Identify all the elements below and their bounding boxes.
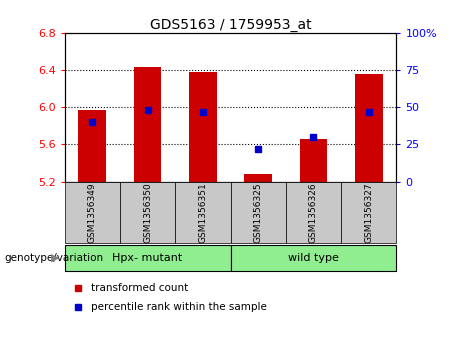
Bar (78, 110, 106, 182)
Text: GSM1356325: GSM1356325 (254, 182, 263, 243)
Bar (230, 182, 286, 243)
Text: GSM1356349: GSM1356349 (88, 182, 97, 243)
Text: GSM1356351: GSM1356351 (198, 182, 207, 243)
Bar (244, 174, 272, 182)
Text: wild type: wild type (288, 253, 339, 263)
Text: transformed count: transformed count (91, 283, 189, 293)
FancyBboxPatch shape (230, 245, 396, 271)
Bar (300, 139, 327, 182)
Text: GSM1356350: GSM1356350 (143, 182, 152, 243)
FancyBboxPatch shape (65, 245, 230, 271)
Bar (189, 72, 217, 182)
Bar (120, 182, 175, 243)
Text: GSM1356326: GSM1356326 (309, 182, 318, 243)
Bar (65, 182, 120, 243)
Text: GDS5163 / 1759953_at: GDS5163 / 1759953_at (150, 18, 311, 32)
Text: ▶: ▶ (52, 253, 60, 263)
Bar (175, 182, 230, 243)
Text: genotype/variation: genotype/variation (5, 253, 104, 263)
Bar (134, 67, 161, 182)
Bar (286, 182, 341, 243)
Text: Hpx- mutant: Hpx- mutant (112, 253, 183, 263)
Bar (355, 74, 383, 182)
Bar (341, 182, 396, 243)
Text: GSM1356327: GSM1356327 (364, 182, 373, 243)
Text: percentile rank within the sample: percentile rank within the sample (91, 302, 267, 312)
